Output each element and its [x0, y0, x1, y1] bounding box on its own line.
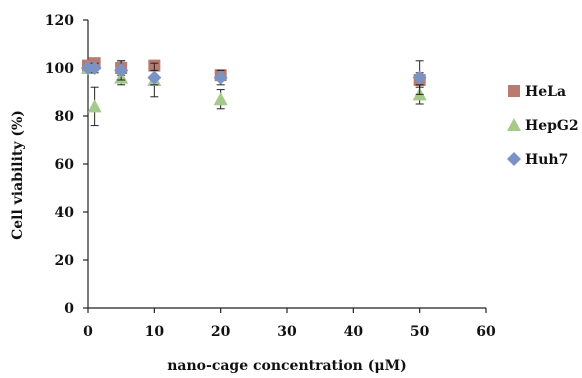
- x-tick-label: 0: [83, 324, 93, 340]
- legend-marker-hela: [508, 85, 520, 97]
- y-tick-label: 120: [45, 13, 74, 29]
- series-hepg2: [81, 61, 427, 127]
- x-tick-label: 10: [145, 324, 165, 340]
- y-axis-title: Cell viability (%): [10, 110, 26, 240]
- y-tick-label: 60: [55, 157, 75, 173]
- x-tick-label: 40: [344, 324, 364, 340]
- hepg2-point: [213, 92, 228, 106]
- huh7-point: [147, 70, 162, 85]
- y-tick-label: 80: [55, 109, 75, 125]
- y-ticks: 0 20 40 60 80 100 120: [45, 13, 88, 317]
- legend-marker-hepg2: [507, 118, 521, 131]
- axes: [87, 20, 486, 309]
- x-ticks: 0 10 20 30 40 50 60: [83, 308, 496, 340]
- y-tick-label: 20: [55, 253, 75, 269]
- x-tick-label: 50: [410, 324, 430, 340]
- legend-label-hela: HeLa: [525, 84, 566, 100]
- legend-label-huh7: Huh7: [525, 152, 568, 168]
- hepg2-point: [87, 99, 102, 113]
- y-tick-label: 100: [45, 61, 74, 77]
- series-hela: [82, 57, 426, 88]
- legend-label-hepg2: HepG2: [525, 118, 579, 134]
- legend: HeLa HepG2 Huh7: [507, 84, 579, 168]
- huh7-point: [412, 70, 427, 85]
- y-tick-label: 0: [64, 301, 74, 317]
- huh7-point: [87, 61, 102, 75]
- x-tick-label: 30: [277, 324, 297, 340]
- series-huh7: [81, 60, 427, 95]
- y-tick-label: 40: [55, 205, 75, 221]
- x-tick-label: 20: [211, 324, 231, 340]
- series-layer: [81, 57, 427, 127]
- x-tick-label: 60: [476, 324, 496, 340]
- huh7-point: [213, 70, 228, 85]
- huh7-point: [114, 63, 129, 78]
- legend-marker-huh7: [507, 152, 521, 166]
- x-axis-title: nano-cage concentration (μM): [167, 358, 406, 374]
